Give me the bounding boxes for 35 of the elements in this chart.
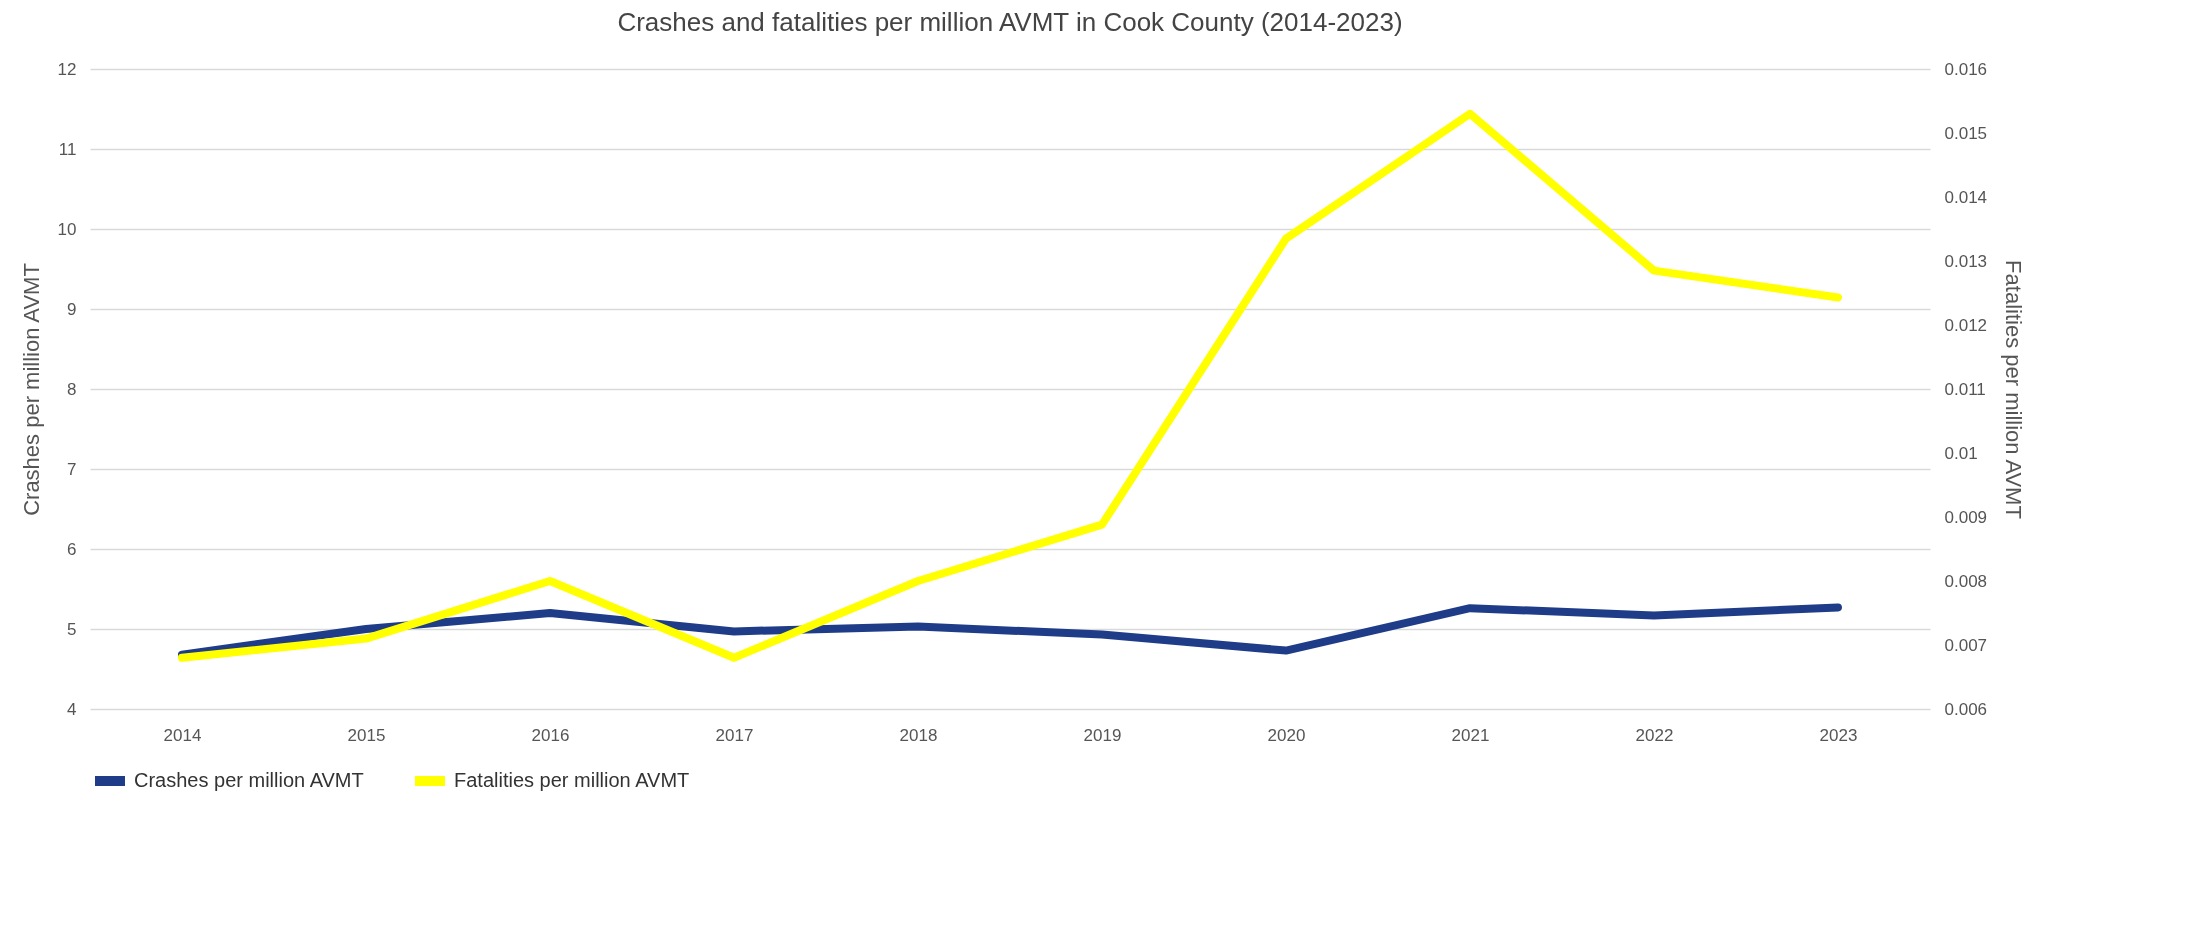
x-tick-label: 2014 xyxy=(163,725,202,745)
y2-tick-label: 0.016 xyxy=(1944,59,1988,79)
x-tick-label: 2023 xyxy=(1819,725,1858,745)
y-tick-label: 6 xyxy=(67,539,77,559)
x-tick-label: 2017 xyxy=(715,725,754,745)
x-tick-label: 2018 xyxy=(899,725,938,745)
x-tick-label: 2019 xyxy=(1083,725,1122,745)
y2-tick-label: 0.015 xyxy=(1944,123,1988,143)
y2-tick-label: 0.007 xyxy=(1944,635,1988,655)
y2-tick-label: 0.012 xyxy=(1944,315,1988,335)
x-tick-label: 2020 xyxy=(1267,725,1306,745)
x-tick-label: 2022 xyxy=(1635,725,1674,745)
y-tick-label: 10 xyxy=(57,219,77,239)
y2-axis-title: Fatalities per million AVMT xyxy=(2001,260,2027,519)
legend-label: Crashes per million AVMT xyxy=(134,769,364,791)
chart-title: Crashes and fatalities per million AVMT in Cook County (2014-2023) xyxy=(617,7,1403,37)
y2-tick-label: 0.008 xyxy=(1944,571,1988,591)
y-tick-label: 7 xyxy=(67,459,77,479)
x-tick-label: 2015 xyxy=(347,725,386,745)
y-tick-label: 11 xyxy=(58,139,77,159)
y2-tick-label: 0.013 xyxy=(1944,251,1988,271)
y2-tick-label: 0.006 xyxy=(1944,699,1988,719)
y-tick-label: 9 xyxy=(67,299,77,319)
x-tick-label: 2016 xyxy=(531,725,570,745)
y-tick-label: 12 xyxy=(57,59,77,79)
y2-tick-label: 0.011 xyxy=(1944,379,1986,399)
y-tick-label: 8 xyxy=(67,379,77,399)
y-tick-label: 5 xyxy=(67,619,77,639)
y-axis-title: Crashes per million AVMT xyxy=(18,263,44,516)
legend-label: Fatalities per million AVMT xyxy=(454,769,690,791)
y2-tick-label: 0.014 xyxy=(1944,187,1988,207)
y2-tick-label: 0.009 xyxy=(1944,507,1988,527)
x-tick-label: 2021 xyxy=(1451,725,1490,745)
y2-tick-label: 0.01 xyxy=(1944,443,1978,463)
y-tick-label: 4 xyxy=(67,699,77,719)
